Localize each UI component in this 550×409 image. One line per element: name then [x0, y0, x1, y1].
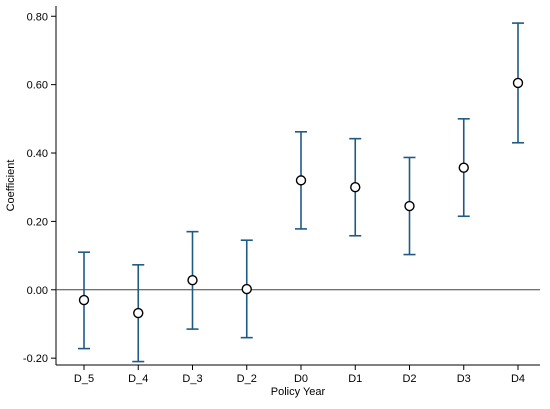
x-axis-title: Policy Year: [271, 386, 326, 398]
y-axis-title: Coefficient: [5, 160, 17, 212]
y-tick-label: 0.40: [27, 148, 48, 160]
error-bar-group: [132, 264, 145, 363]
coefficient-point: [350, 182, 361, 193]
marks-layer: [78, 22, 524, 363]
x-tick-label: D3: [457, 373, 471, 385]
error-bar-group: [512, 22, 524, 144]
x-tick-label: D_4: [128, 373, 148, 385]
x-tick-label: D4: [511, 373, 525, 385]
x-tick-label: D0: [294, 373, 308, 385]
x-tick-label: D1: [348, 373, 362, 385]
y-tick-label: 0.00: [27, 285, 48, 297]
error-bar-group: [78, 251, 90, 350]
y-tick-label: 0.80: [27, 11, 48, 23]
error-bar-group: [403, 156, 416, 256]
error-bar-group: [457, 118, 470, 218]
error-bar-group: [295, 131, 307, 230]
coefficient-point: [295, 175, 307, 186]
x-tick-label: D2: [402, 373, 416, 385]
coefficient-point: [187, 275, 198, 286]
y-tick-label: 0.20: [27, 216, 48, 228]
error-bar-group: [186, 230, 199, 330]
coefficient-point: [133, 307, 144, 319]
y-tick-label: 0.60: [27, 80, 48, 92]
coefficient-point: [458, 162, 469, 173]
coefficient-point: [78, 294, 90, 306]
coefficient-point: [512, 77, 524, 89]
error-bar-group: [240, 239, 253, 339]
x-tick-label: D_2: [237, 373, 257, 385]
coefficient-point: [241, 283, 252, 295]
error-bar-group: [349, 137, 362, 237]
coefficient-point: [404, 200, 415, 212]
x-tick-label: D_5: [74, 373, 94, 385]
y-tick-label: -0.20: [23, 353, 48, 365]
axes-layer: -0.20 0.00 0.20 0.40 0.60 0.80 D_5 D_4 D_3 D_2 D0 D…: [23, 6, 540, 385]
x-tick-label: D_3: [182, 373, 202, 385]
